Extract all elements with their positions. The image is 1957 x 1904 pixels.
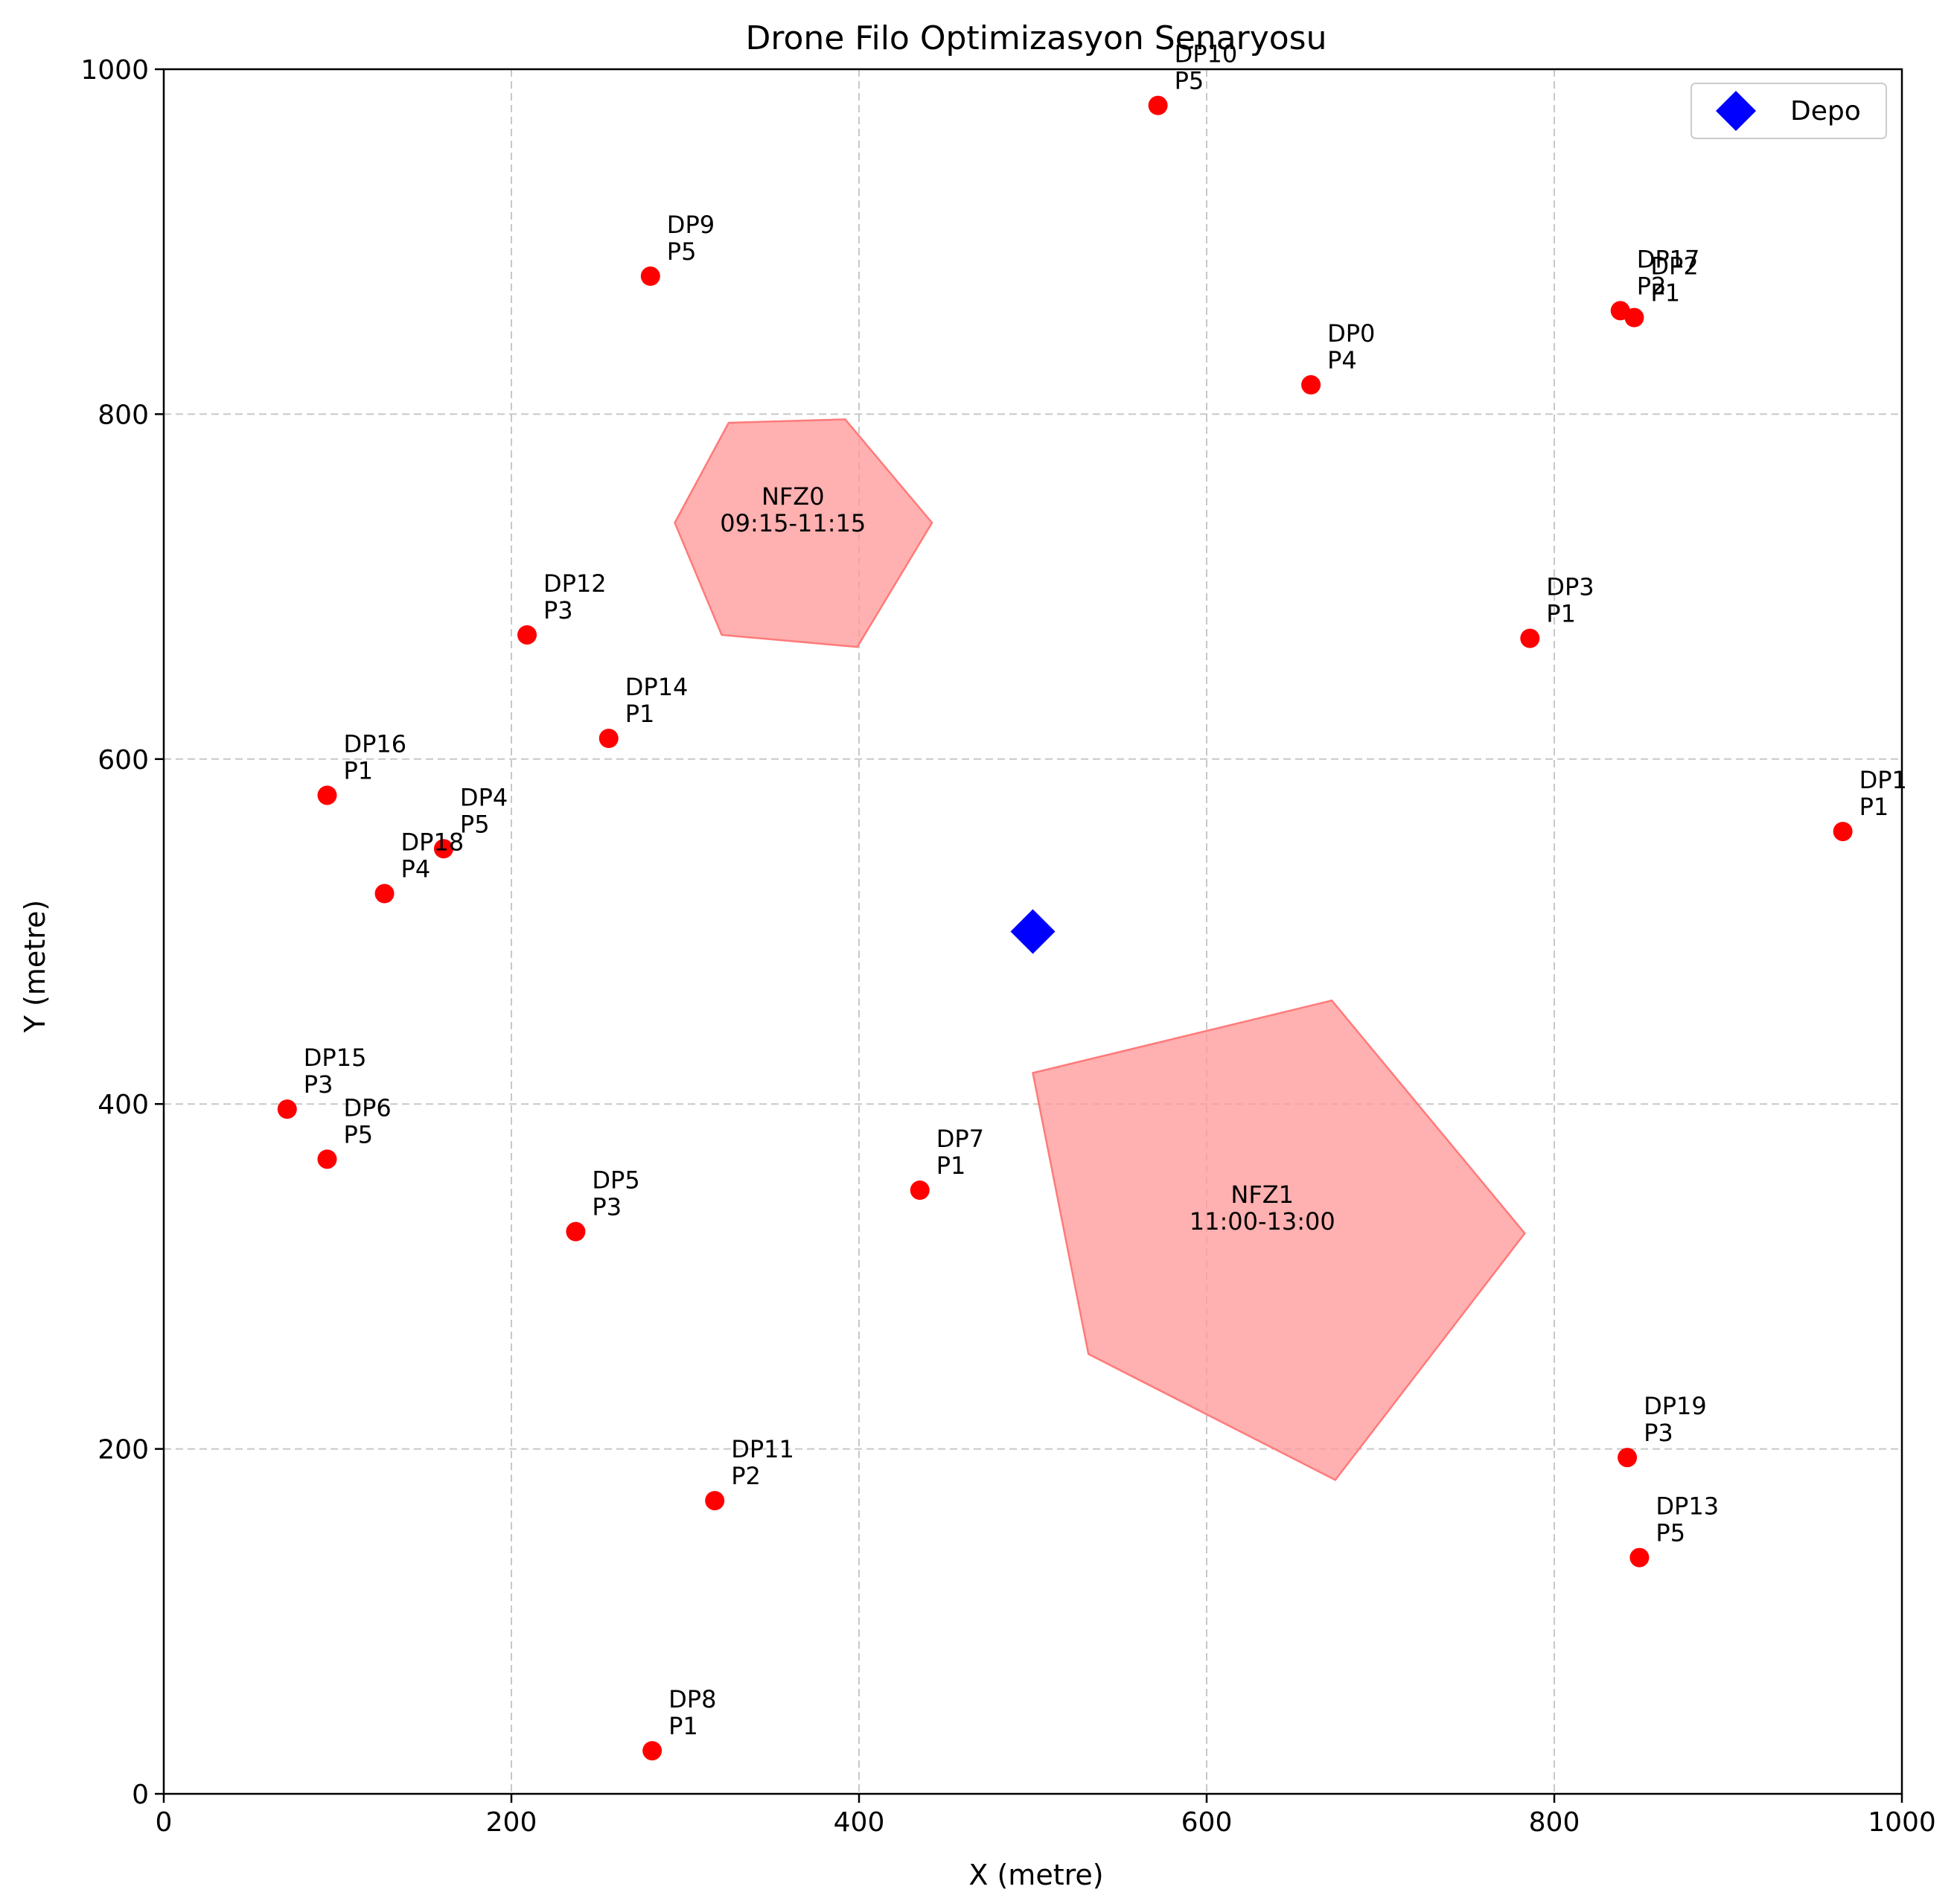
delivery-point-id-label: DP14 bbox=[625, 673, 689, 701]
delivery-point-marker bbox=[1610, 301, 1630, 321]
delivery-point-id-label: DP15 bbox=[304, 1044, 367, 1072]
delivery-point-priority-label: P1 bbox=[625, 700, 655, 728]
y-tick-label: 600 bbox=[98, 745, 149, 776]
x-tick-label: 200 bbox=[486, 1807, 537, 1838]
nfz-time-label: 09:15-11:15 bbox=[720, 509, 866, 537]
y-tick-label: 800 bbox=[98, 400, 149, 430]
y-tick-label: 1000 bbox=[80, 55, 149, 86]
delivery-point-id-label: DP2 bbox=[1650, 252, 1698, 281]
x-tick-label: 0 bbox=[156, 1807, 173, 1838]
delivery-point-priority-label: P1 bbox=[1546, 600, 1576, 628]
delivery-point-priority-label: P1 bbox=[343, 756, 373, 785]
delivery-point-id-label: DP10 bbox=[1175, 40, 1238, 68]
delivery-point-priority-label: P1 bbox=[936, 1151, 966, 1180]
delivery-point-priority-label: P1 bbox=[1650, 279, 1680, 307]
delivery-point-priority-label: P3 bbox=[592, 1193, 622, 1221]
delivery-point-marker bbox=[1148, 95, 1168, 115]
delivery-point-marker bbox=[1301, 375, 1321, 395]
delivery-point-priority-label: P5 bbox=[343, 1120, 373, 1149]
delivery-point-priority-label: P2 bbox=[1637, 272, 1667, 300]
delivery-point-id-label: DP19 bbox=[1644, 1392, 1707, 1420]
delivery-point-id-label: DP6 bbox=[343, 1093, 391, 1122]
nfz-polygon bbox=[1032, 999, 1526, 1481]
delivery-point-marker bbox=[1833, 822, 1853, 842]
delivery-point-marker bbox=[1629, 1547, 1650, 1568]
delivery-point-priority-label: P4 bbox=[1327, 346, 1357, 374]
x-tick-label: 600 bbox=[1181, 1807, 1233, 1838]
delivery-point-priority-label: P5 bbox=[1656, 1519, 1685, 1547]
delivery-point-marker bbox=[705, 1491, 725, 1511]
x-tick-label: 800 bbox=[1529, 1807, 1580, 1838]
delivery-point-priority-label: P4 bbox=[401, 855, 431, 884]
plot-frame bbox=[162, 68, 1903, 1795]
delivery-point-marker bbox=[598, 728, 619, 748]
delivery-point-id-label: DP8 bbox=[668, 1685, 716, 1713]
delivery-point-marker bbox=[433, 839, 453, 859]
delivery-point-priority-label: P2 bbox=[731, 1462, 761, 1490]
delivery-point-marker bbox=[317, 1149, 337, 1169]
delivery-point-marker bbox=[1618, 1448, 1638, 1468]
delivery-point-id-label: DP17 bbox=[1637, 245, 1700, 273]
y-tick-label: 200 bbox=[98, 1435, 149, 1466]
delivery-point-id-label: DP1 bbox=[1859, 766, 1907, 794]
legend-depot-marker bbox=[1716, 91, 1756, 131]
x-tick-label: 1000 bbox=[1868, 1807, 1936, 1838]
delivery-point-marker bbox=[910, 1181, 930, 1201]
y-tick-label: 400 bbox=[98, 1090, 149, 1120]
delivery-point-priority-label: P3 bbox=[543, 596, 573, 624]
delivery-point-marker bbox=[317, 785, 337, 805]
delivery-point-id-label: DP12 bbox=[543, 569, 607, 598]
delivery-point-id-label: DP7 bbox=[936, 1125, 984, 1153]
delivery-point-marker bbox=[374, 884, 395, 904]
delivery-point-priority-label: P5 bbox=[1175, 67, 1204, 95]
grid-lines bbox=[164, 69, 1902, 1794]
y-tick-label: 0 bbox=[132, 1780, 149, 1810]
delivery-point-priority-label: P5 bbox=[460, 810, 490, 838]
nfz-time-label: 11:00-13:00 bbox=[1190, 1207, 1335, 1236]
nfz-name-label: NFZ0 bbox=[762, 482, 825, 511]
delivery-point-marker bbox=[517, 624, 537, 645]
y-axis-label: Y (metre) bbox=[19, 900, 51, 1033]
depot-marker bbox=[1010, 909, 1056, 954]
delivery-point-marker bbox=[277, 1099, 297, 1119]
delivery-point-id-label: DP11 bbox=[731, 1435, 794, 1463]
delivery-point-id-label: DP13 bbox=[1656, 1492, 1719, 1521]
delivery-point-marker bbox=[640, 266, 660, 287]
nfz-name-label: NFZ1 bbox=[1230, 1181, 1294, 1209]
delivery-point-priority-label: P5 bbox=[667, 237, 697, 266]
axis-ticks: 0 200 400 600 800 1000 0 200 400 600 800 1000 bbox=[80, 55, 1935, 1838]
depot bbox=[1010, 909, 1056, 954]
delivery-point-id-label: DP0 bbox=[1327, 319, 1375, 348]
legend: Depo bbox=[1691, 83, 1887, 139]
delivery-point-marker bbox=[566, 1221, 586, 1242]
delivery-point-priority-label: P1 bbox=[1859, 793, 1889, 821]
delivery-point-priority-label: P3 bbox=[304, 1070, 333, 1099]
chart-title: Drone Filo Optimizasyon Senaryosu bbox=[746, 19, 1327, 57]
delivery-point-marker bbox=[1520, 628, 1540, 648]
delivery-point-priority-label: P1 bbox=[668, 1712, 698, 1740]
delivery-point-priority-label: P3 bbox=[1644, 1419, 1673, 1447]
delivery-point-marker bbox=[642, 1741, 663, 1761]
delivery-point-id-label: DP16 bbox=[343, 729, 406, 758]
legend-depot-label: Depo bbox=[1790, 96, 1861, 127]
delivery-point-id-label: DP9 bbox=[667, 211, 715, 239]
x-axis-label: X (metre) bbox=[968, 1859, 1103, 1891]
delivery-point-id-label: DP3 bbox=[1546, 573, 1594, 601]
x-tick-label: 400 bbox=[834, 1807, 885, 1838]
nfz-polygon bbox=[674, 418, 933, 648]
delivery-point-id-label: DP4 bbox=[460, 783, 508, 811]
delivery-point-id-label: DP5 bbox=[592, 1166, 639, 1195]
delivery-point-id-label: DP18 bbox=[401, 828, 464, 857]
